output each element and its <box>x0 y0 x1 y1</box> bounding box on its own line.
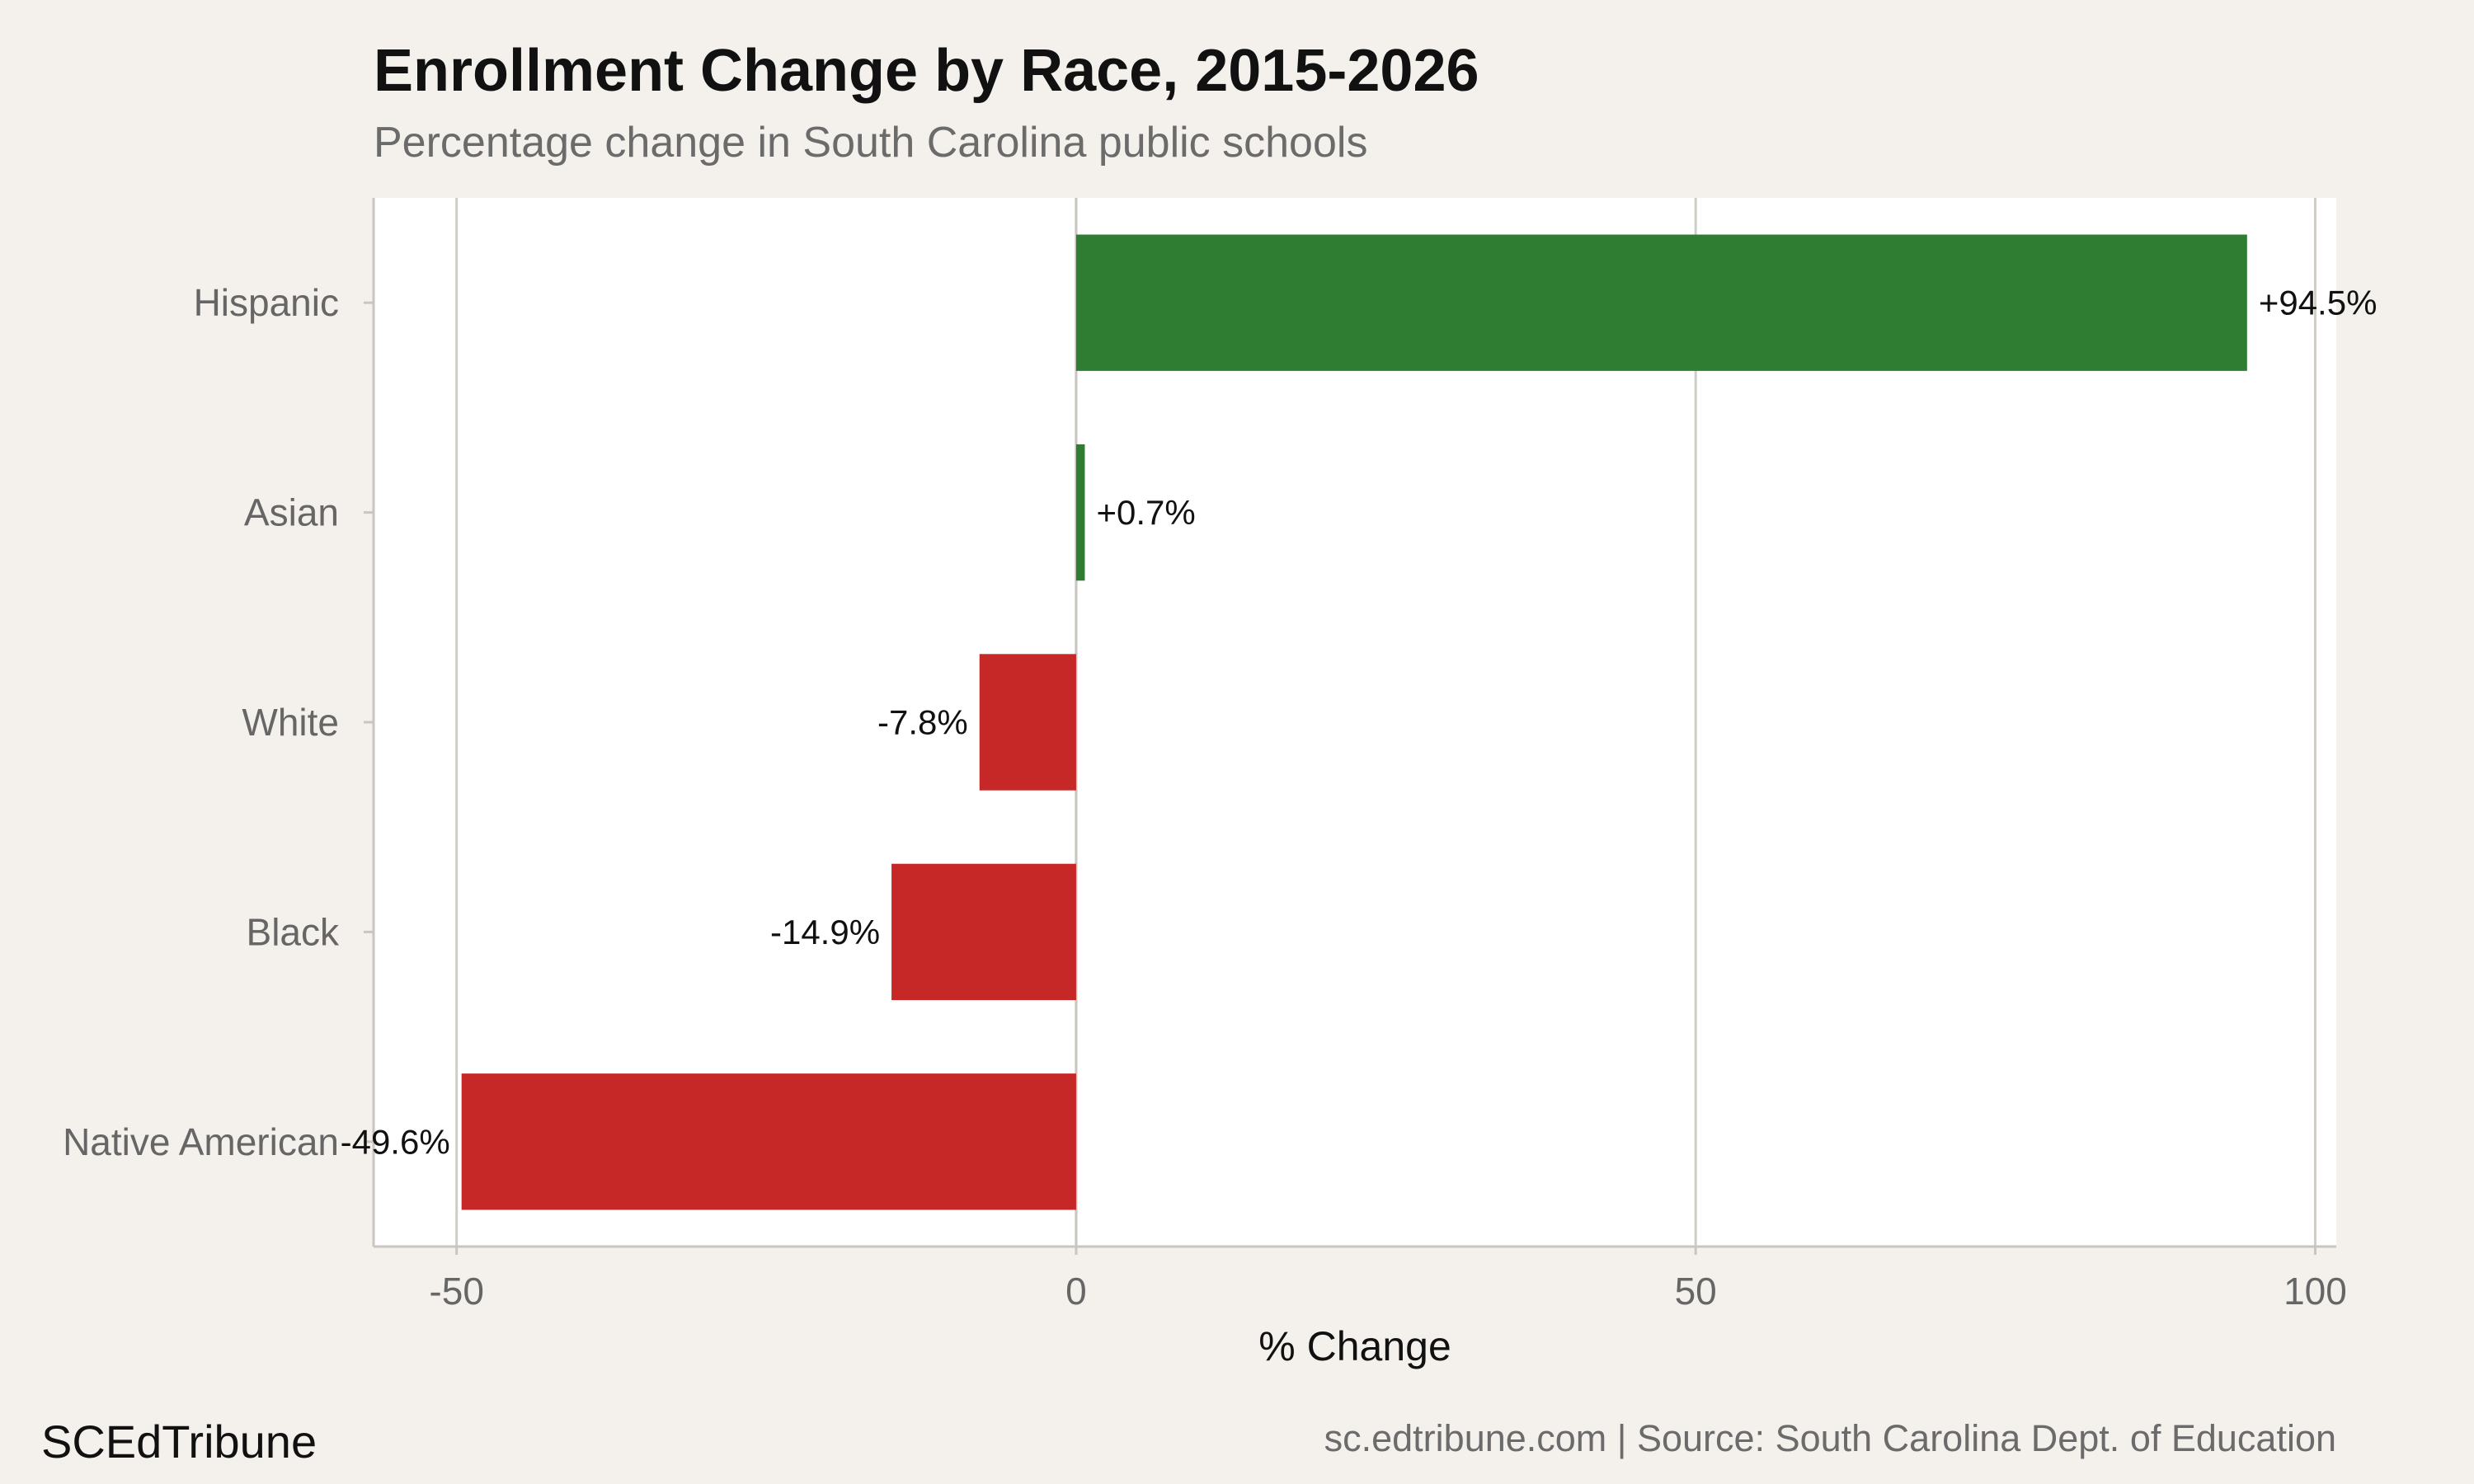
y-axis-ticks: Hispanic Asian White Black Native American <box>63 281 374 1163</box>
x-tick-label-3: 100 <box>2284 1270 2347 1313</box>
brand-logo-text: SCEdTribune <box>41 1416 317 1468</box>
source-note: sc.edtribune.com | Source: South Carolin… <box>1324 1417 2336 1459</box>
y-tick-label-2: White <box>242 701 339 744</box>
x-tick-label-1: 0 <box>1065 1270 1087 1313</box>
bar-native-american <box>461 1073 1076 1210</box>
chart-subtitle: Percentage change in South Carolina publ… <box>374 119 1367 167</box>
y-tick-label-0: Hispanic <box>194 281 339 324</box>
plot-area <box>374 198 2336 1247</box>
bar-white <box>979 654 1076 791</box>
x-tick-label-2: 50 <box>1675 1270 1717 1313</box>
y-tick-label-4: Native American <box>63 1120 339 1163</box>
data-labels: +94.5% +0.7% -7.8% -14.9% -49.6% <box>341 284 2378 1162</box>
data-label-4: -49.6% <box>341 1122 450 1161</box>
x-tick-label-0: -50 <box>429 1270 483 1313</box>
x-axis-label: % Change <box>1258 1323 1451 1369</box>
y-tick-label-3: Black <box>247 910 340 953</box>
bar-asian <box>1075 444 1085 581</box>
data-label-3: -14.9% <box>770 913 880 951</box>
data-label-1: +0.7% <box>1096 493 1195 532</box>
x-axis-ticks: -50 0 50 100 <box>429 1247 2347 1313</box>
bars <box>461 234 2247 1210</box>
data-label-2: -7.8% <box>877 703 968 742</box>
data-label-0: +94.5% <box>2259 284 2378 322</box>
y-tick-label-1: Asian <box>244 491 339 534</box>
chart-title: Enrollment Change by Race, 2015-2026 <box>374 38 1479 104</box>
bar-black <box>891 863 1076 1001</box>
bar-hispanic <box>1075 234 2247 371</box>
